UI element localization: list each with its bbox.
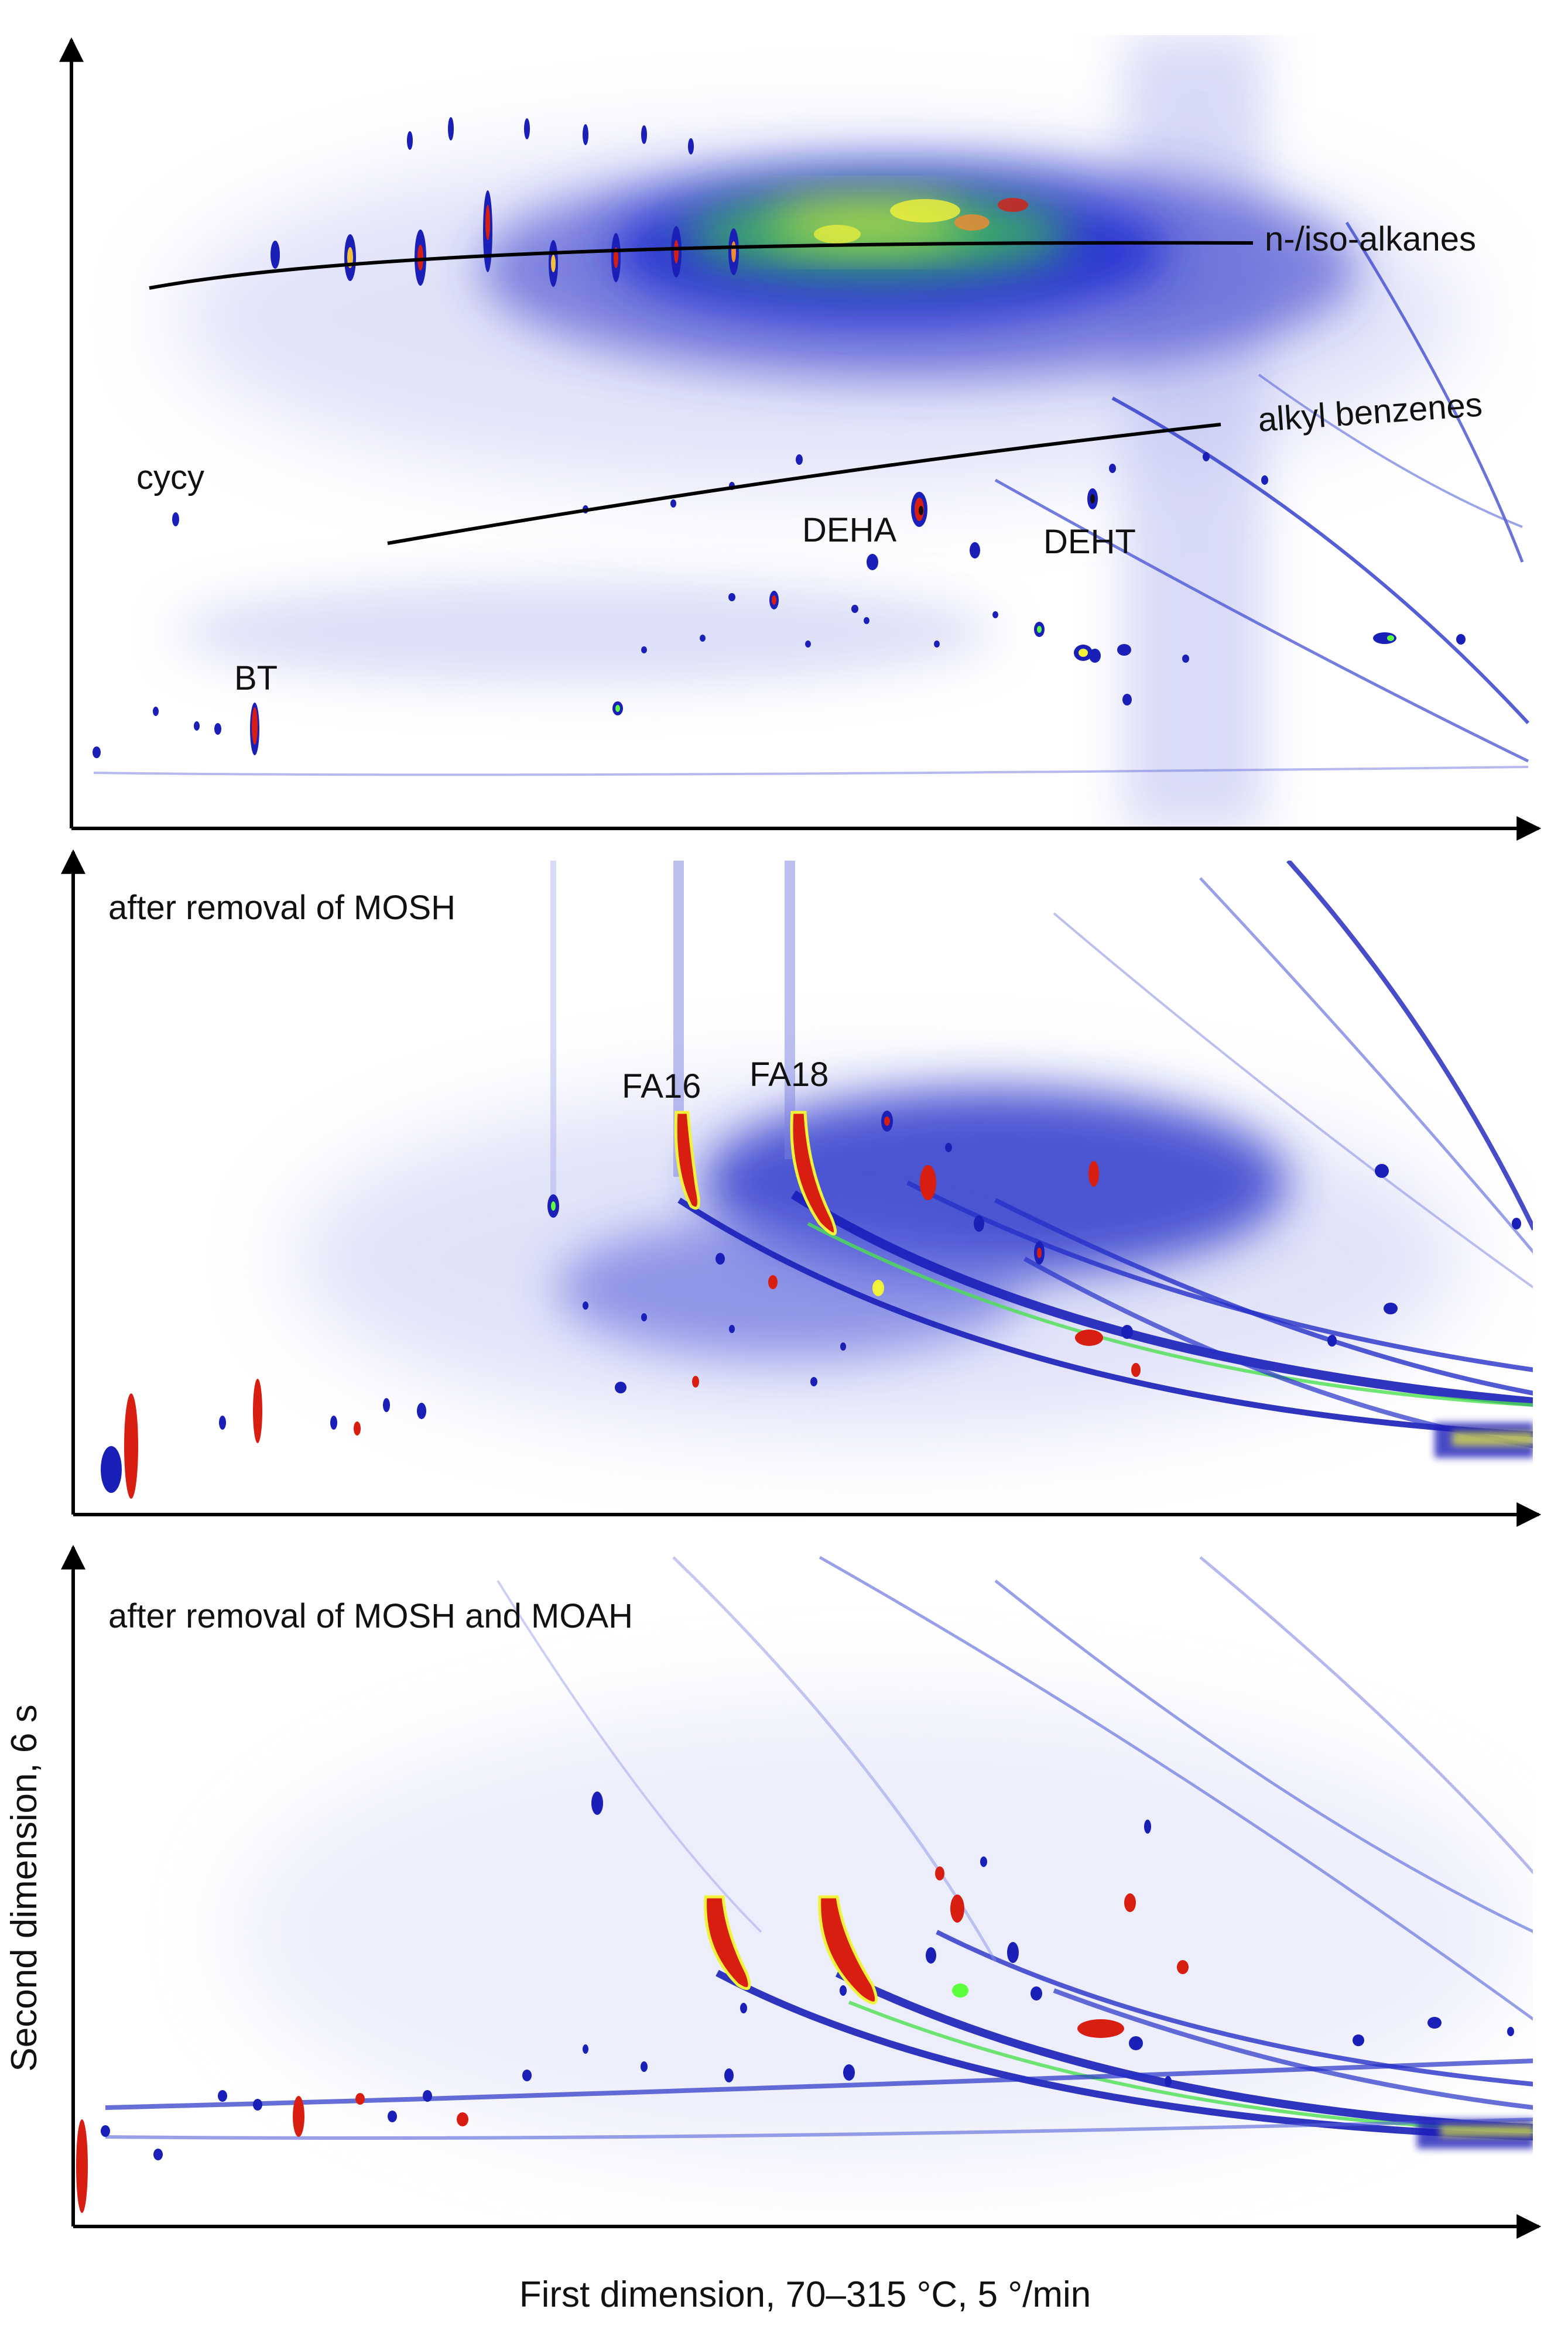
- label-deha: DEHA: [802, 511, 896, 549]
- label-fa18: FA18: [749, 1056, 828, 1094]
- alkylbenzenes-curve: [387, 423, 1221, 545]
- bottom-panel-title: after removal of MOSH and MOAH: [108, 1597, 633, 1635]
- panel-bottom-heatmap: [76, 1556, 1533, 2213]
- panel-middle: after removal of MOSH FA16 FA18: [61, 849, 1542, 1527]
- label-fa16: FA16: [622, 1067, 701, 1105]
- fa18-peak: [790, 1111, 837, 1236]
- label-deht: DEHT: [1043, 523, 1136, 561]
- bottom-peak-2: [818, 1895, 878, 2005]
- panel-middle-heatmap: [101, 861, 1533, 1499]
- fa16-peak: [674, 1111, 700, 1210]
- bottom-peak-1: [704, 1895, 751, 1991]
- panel-top-heatmap: [93, 35, 1530, 828]
- label-alkanes: n-/iso-alkanes: [1265, 220, 1476, 258]
- alkanes-curve: [149, 241, 1254, 290]
- x-axis-title: First dimension, 70–315 °C, 5 °/min: [519, 2274, 1091, 2315]
- label-bt: BT: [234, 659, 278, 697]
- y-axis-title: Second dimension, 6 s: [4, 1704, 44, 2071]
- label-cycy: cycy: [136, 458, 204, 496]
- panel-top: n-/iso-alkanes alkyl benzenes cycy DEHA …: [59, 35, 1542, 841]
- bottom-spots: [76, 1791, 1514, 2213]
- middle-spots: [101, 1111, 1521, 1499]
- panel-bottom: after removal of MOSH and MOAH: [61, 1544, 1542, 2239]
- middle-panel-title: after removal of MOSH: [108, 889, 456, 927]
